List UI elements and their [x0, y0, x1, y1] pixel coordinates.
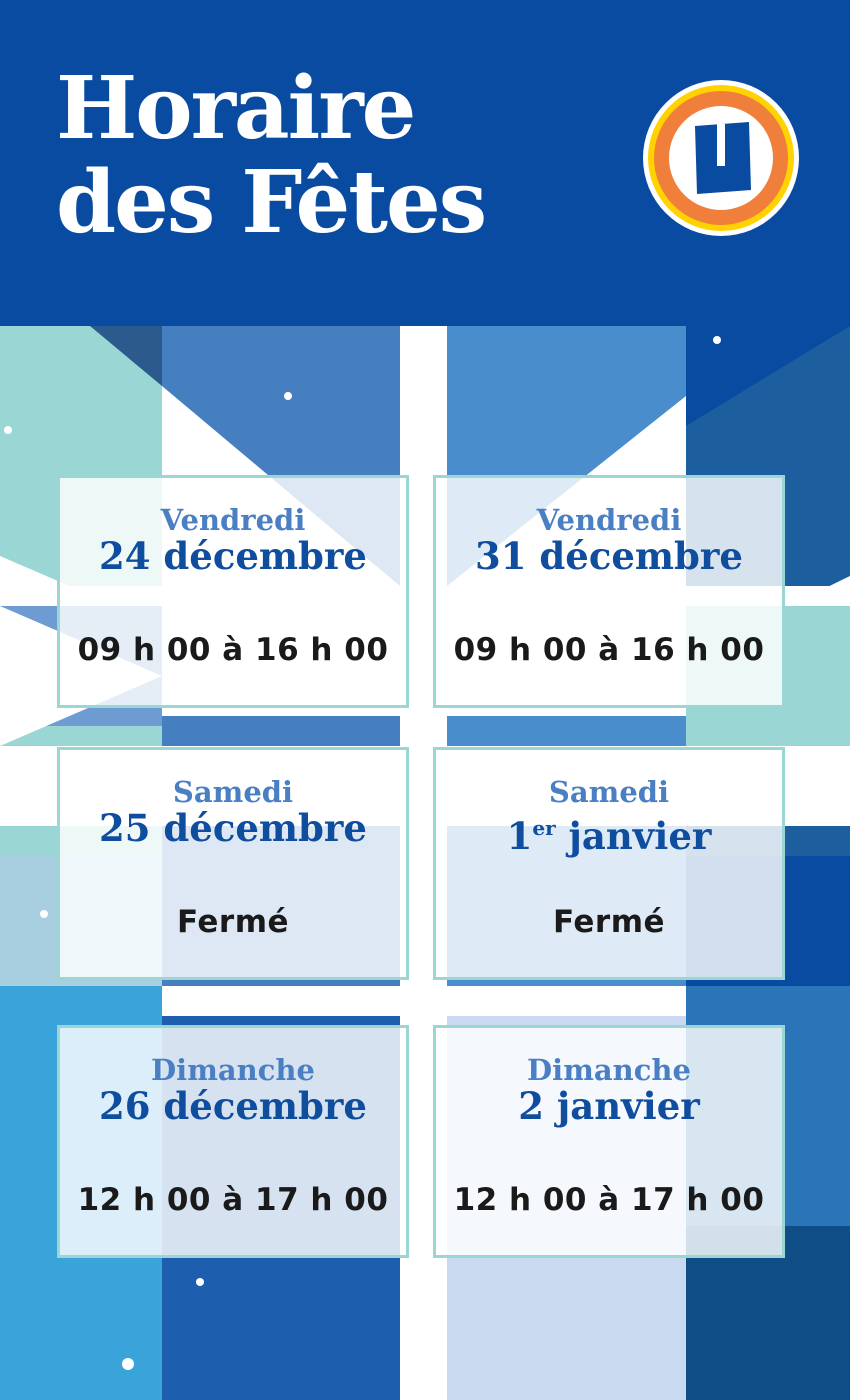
day-label: Vendredi: [160, 503, 306, 537]
schedule-card-dec-24: Vendredi 24 décembre 09 h 00 à 16 h 00: [57, 475, 409, 708]
hours-label: 09 h 00 à 16 h 00: [77, 632, 389, 668]
date-label: 25 décembre: [99, 806, 367, 850]
day-label: Samedi: [172, 775, 294, 809]
schedule-card-dec-26: Dimanche 26 décembre 12 h 00 à 17 h 00: [57, 1025, 409, 1258]
schedule-card-dec-31: Vendredi 31 décembre 09 h 00 à 16 h 00: [433, 475, 785, 708]
date-label: 24 décembre: [99, 534, 367, 578]
date-suffix: er: [532, 816, 556, 840]
schedule-card-dec-25: Samedi 25 décembre Fermé: [57, 747, 409, 980]
day-label: Dimanche: [151, 1053, 315, 1087]
date-number: 1: [506, 814, 533, 858]
day-label: Samedi: [548, 775, 670, 809]
hours-label: Fermé: [552, 904, 666, 940]
date-month: janvier: [555, 814, 712, 858]
hours-label: 12 h 00 à 17 h 00: [453, 1182, 765, 1218]
hours-label: Fermé: [176, 904, 290, 940]
schedule-card-jan-2: Dimanche 2 janvier 12 h 00 à 17 h 00: [433, 1025, 785, 1258]
schedule-card-jan-1: Samedi 1er janvier Fermé: [433, 747, 785, 980]
day-label: Dimanche: [527, 1053, 691, 1087]
date-label: 26 décembre: [99, 1084, 367, 1128]
title-line-2: des Fêtes: [56, 152, 487, 253]
date-label: 2 janvier: [518, 1084, 700, 1128]
u-logo: [643, 80, 799, 236]
page-title: Horaire des Fêtes: [56, 62, 487, 253]
date-label: 31 décembre: [475, 534, 743, 578]
hours-label: 09 h 00 à 16 h 00: [453, 632, 765, 668]
hours-label: 12 h 00 à 17 h 00: [77, 1182, 389, 1218]
date-label: 1er janvier: [436, 808, 782, 856]
title-line-1: Horaire: [56, 58, 416, 159]
header-banner: Horaire des Fêtes: [0, 0, 850, 326]
day-label: Vendredi: [536, 503, 682, 537]
